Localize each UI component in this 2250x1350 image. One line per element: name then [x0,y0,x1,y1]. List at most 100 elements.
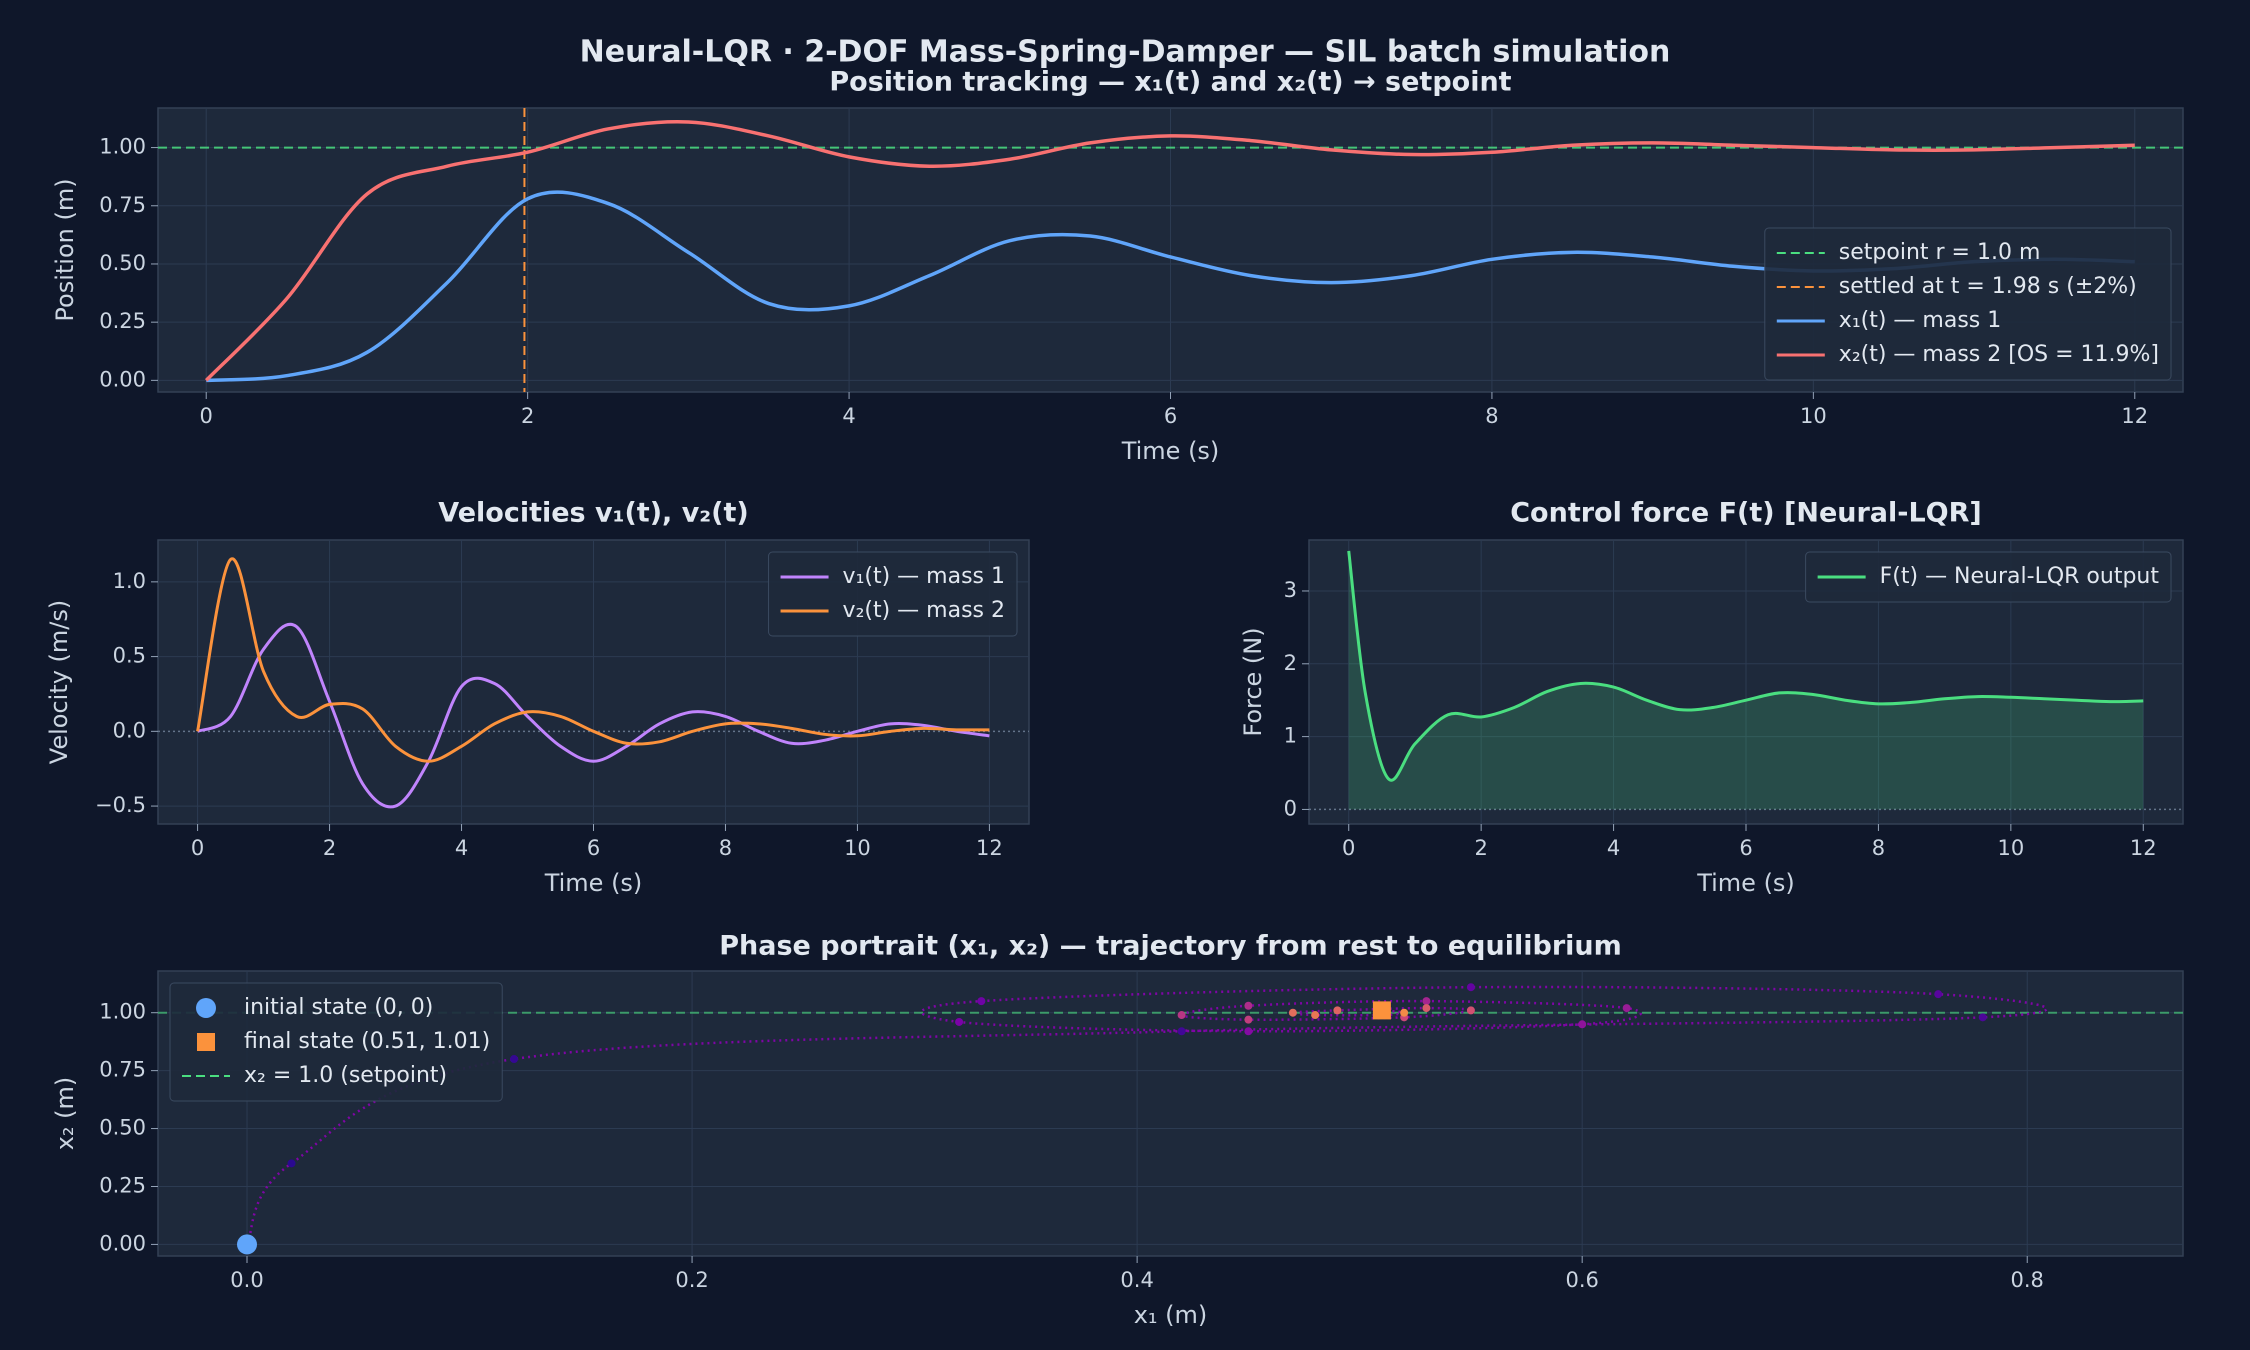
y-tick-label: 1.00 [99,1000,146,1024]
y-axis-label: Force (N) [1239,627,1267,736]
x-axis-label: Time (s) [1696,869,1795,897]
trajectory-point [510,1055,519,1064]
trajectory-point [1177,1011,1186,1020]
legend-label: settled at t = 1.98 s (±2%) [1839,274,2137,299]
y-tick-label: 0.75 [99,1058,146,1082]
trajectory-point [1244,1027,1253,1036]
x-tick-label: 0.4 [1120,1268,1153,1292]
trajectory-point [1177,1027,1186,1036]
x-tick-label: 6 [1739,836,1752,860]
x-tick-label: 0.8 [2011,1268,2044,1292]
y-tick-label: 2 [1284,651,1297,675]
chart-title: Position tracking — x₁(t) and x₂(t) → se… [829,67,1511,98]
trajectory-point [1400,1008,1409,1017]
x-tick-label: 4 [842,404,855,428]
y-tick-label: 0.25 [99,309,146,333]
x-axis-label: Time (s) [544,869,643,897]
legend-box [768,551,1018,637]
y-tick-label: 1.0 [113,569,146,593]
x-tick-label: 8 [1485,404,1498,428]
line [1347,550,2144,782]
x-axis-label: Time (s) [1121,437,1220,465]
y-tick-label: 0.00 [99,367,146,391]
legend-label: x₂(t) — mass 2 [OS = 11.9%] [1839,342,2159,367]
x-tick-label: 10 [1997,836,2024,860]
legend-box [169,982,503,1102]
y-tick-label: 0.50 [99,251,146,275]
trajectory-point [287,1159,296,1168]
x-tick-label: 12 [976,836,1003,860]
legend-label: v₂(t) — mass 2 [843,598,1005,623]
trajectory-point [1978,1013,1987,1022]
x-tick-label: 0.6 [1565,1268,1598,1292]
y-tick-label: −0.5 [95,793,146,817]
y-tick-label: 0 [1284,796,1297,820]
legend-label: final state (0.51, 1.01) [244,1029,490,1054]
line [196,557,990,763]
x-tick-label: 0 [191,836,204,860]
trajectory-point [1578,1020,1587,1029]
legend-box [1764,227,2172,381]
x-tick-label: 0 [200,404,213,428]
trajectory-point [1422,997,1431,1006]
trajectory-point [1333,1006,1342,1015]
legend: F(t) — Neural-LQR output [1805,551,2172,603]
trajectory-point [1311,1011,1320,1020]
x-tick-label: 4 [455,836,468,860]
trajectory-point [1466,1006,1475,1015]
y-tick-label: 3 [1284,578,1297,602]
area [1348,550,2144,810]
x-tick-label: 4 [1607,836,1620,860]
trajectory-point [1422,1004,1431,1013]
series-layer [196,557,990,809]
x-tick-label: 0.0 [230,1268,263,1292]
x-tick-label: 8 [719,836,732,860]
y-tick-label: 0.5 [113,644,146,668]
trajectory-point [1288,1008,1297,1017]
legend-label: setpoint r = 1.0 m [1839,240,2041,265]
y-tick-label: 0.0 [113,718,146,742]
y-tick-label: 0.00 [99,1231,146,1255]
line [204,119,2135,382]
x-tick-label: 2 [1474,836,1487,860]
trajectory-point [1934,990,1943,999]
legend: v₁(t) — mass 1 v₂(t) — mass 2 [768,551,1018,637]
x-tick-label: 12 [2121,404,2148,428]
trajectory-point [1244,1001,1253,1010]
x-tick-label: 8 [1872,836,1885,860]
y-tick-label: 1.00 [99,135,146,159]
x-tick-label: 2 [323,836,336,860]
legend-swatch [196,998,216,1018]
chart-title: Control force F(t) [Neural-LQR] [1510,498,1982,529]
point-marker [237,1234,258,1255]
trajectory-point [1622,1004,1631,1013]
x-axis-label: x₁ (m) [1134,1301,1208,1329]
legend: initial state (0, 0) final state (0.51, 1… [169,982,503,1102]
legend-box [1805,551,2172,603]
y-tick-label: 0.75 [99,193,146,217]
legend-label: F(t) — Neural-LQR output [1880,564,2160,589]
legend-label: x₁(t) — mass 1 [1839,308,2001,333]
trajectory-point [1244,1015,1253,1024]
x-tick-label: 12 [2130,836,2157,860]
legend-label: initial state (0, 0) [244,995,433,1020]
x-tick-label: 0.2 [675,1268,708,1292]
legend-label: v₁(t) — mass 1 [843,564,1005,589]
x-tick-label: 6 [1164,404,1177,428]
line [196,622,990,809]
legend-label: x₂ = 1.0 (setpoint) [244,1063,447,1088]
trajectory-point [1466,983,1475,992]
x-tick-label: 0 [1342,836,1355,860]
y-tick-label: 0.25 [99,1173,146,1197]
figure-title: Neural-LQR · 2-DOF Mass-Spring-Damper — … [580,35,1671,70]
series-layer [158,983,2183,1249]
x-tick-label: 6 [587,836,600,860]
legend-swatch [197,1033,215,1051]
point-marker [1372,1001,1391,1020]
y-tick-label: 0.50 [99,1116,146,1140]
x-tick-label: 10 [1800,404,1827,428]
trajectory-point [977,997,986,1006]
chart-title: Phase portrait (x₁, x₂) — trajectory fro… [719,931,1622,962]
legend: setpoint r = 1.0 m settled at t = 1.98 s … [1764,227,2172,381]
